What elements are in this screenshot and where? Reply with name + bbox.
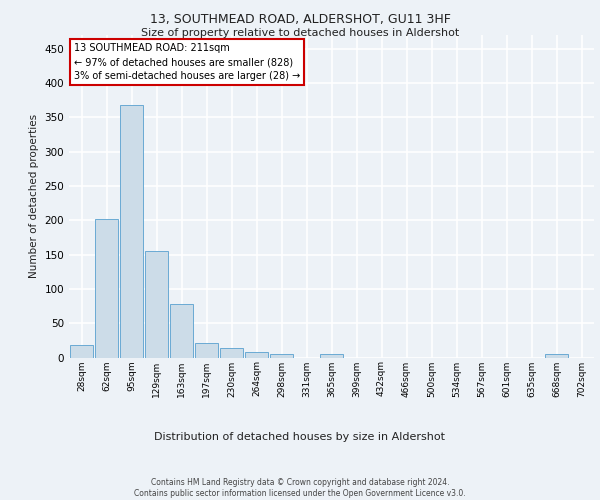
Text: 13, SOUTHMEAD ROAD, ALDERSHOT, GU11 3HF: 13, SOUTHMEAD ROAD, ALDERSHOT, GU11 3HF — [149, 12, 451, 26]
Bar — [120, 105, 143, 358]
Bar — [545, 354, 568, 358]
Bar — [145, 251, 168, 358]
Y-axis label: Number of detached properties: Number of detached properties — [29, 114, 39, 278]
Text: Distribution of detached houses by size in Aldershot: Distribution of detached houses by size … — [155, 432, 445, 442]
Bar — [270, 354, 293, 358]
Bar — [220, 348, 243, 358]
Text: Contains HM Land Registry data © Crown copyright and database right 2024.
Contai: Contains HM Land Registry data © Crown c… — [134, 478, 466, 498]
Bar — [95, 219, 118, 358]
Bar — [70, 345, 93, 358]
Bar — [195, 343, 218, 357]
Text: Size of property relative to detached houses in Aldershot: Size of property relative to detached ho… — [141, 28, 459, 38]
Bar — [320, 354, 343, 358]
Bar — [170, 304, 193, 358]
Text: 13 SOUTHMEAD ROAD: 211sqm
← 97% of detached houses are smaller (828)
3% of semi-: 13 SOUTHMEAD ROAD: 211sqm ← 97% of detac… — [74, 43, 301, 81]
Bar — [245, 352, 268, 358]
